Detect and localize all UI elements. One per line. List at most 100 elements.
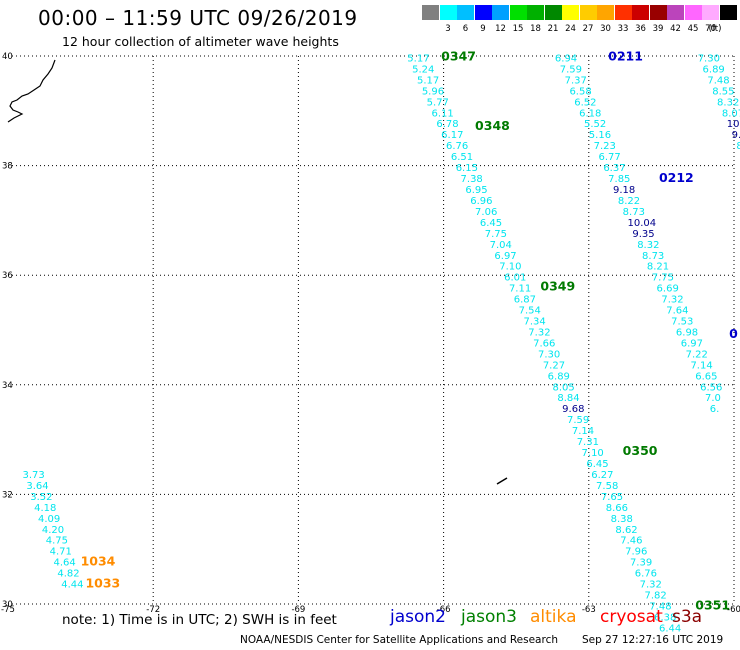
pass-time-label: 0212 xyxy=(659,170,694,185)
wave-height-value: 4.82 xyxy=(57,569,79,580)
colorbar-swatch xyxy=(562,5,579,20)
wave-height-value: 7.06 xyxy=(475,207,497,218)
wave-height-value: 6.56 xyxy=(700,382,722,393)
satellite-legend-altika: altika xyxy=(530,607,577,627)
wave-height-value: 7.10 xyxy=(499,262,521,273)
lon-tick-label: -60 xyxy=(727,605,740,615)
map-title: 00:00 – 11:59 UTC 09/26/2019 xyxy=(38,6,358,30)
lat-tick-label: 34 xyxy=(2,381,13,391)
wave-height-value: 9.35 xyxy=(632,229,654,240)
colorbar-swatch xyxy=(492,5,509,20)
pass-time-label: 0211 xyxy=(608,48,643,63)
wave-height-value: 7.22 xyxy=(686,349,708,360)
wave-height-value: 6.45 xyxy=(480,218,502,229)
wave-height-value: 7.34 xyxy=(523,317,545,328)
lat-tick-label: 38 xyxy=(2,162,13,172)
wave-height-value: 8.66 xyxy=(606,503,628,514)
wave-height-value: 7.82 xyxy=(644,591,666,602)
colorbar-label: 6 xyxy=(462,24,469,34)
satellite-legend-cryosat: cryosat xyxy=(600,607,663,627)
wave-height-value: 7.75 xyxy=(485,229,507,240)
wave-height-value: 8.73 xyxy=(623,207,645,218)
wave-height-value: 6.77 xyxy=(598,152,620,163)
wave-height-value: 6.78 xyxy=(436,119,458,130)
wave-height-value: 6.94 xyxy=(555,53,577,64)
wave-height-value: 4.64 xyxy=(53,558,75,569)
wave-height-value: 6.69 xyxy=(657,284,679,295)
wave-height-value: 5.24 xyxy=(412,64,434,75)
wave-height-value: 6.95 xyxy=(465,185,487,196)
wave-height-value: 7.59 xyxy=(560,64,582,75)
colorbar-label: 21 xyxy=(547,24,559,34)
wave-height-value: 7.11 xyxy=(509,284,531,295)
wave-height-value: 8.07 xyxy=(722,108,740,119)
colorbar-swatch xyxy=(614,5,632,20)
island-bermuda xyxy=(496,477,508,485)
pass-time-label: 0 xyxy=(729,326,738,341)
colorbar-swatch xyxy=(422,5,439,20)
pass-time-label: 0348 xyxy=(475,118,510,133)
colorbar-swatch xyxy=(719,5,737,20)
wave-height-value: 7.04 xyxy=(490,240,512,251)
wave-height-value: 6. xyxy=(710,404,720,415)
colorbar-swatch xyxy=(649,5,667,20)
wave-height-value: 4.20 xyxy=(42,525,64,536)
wave-height-value: 7.32 xyxy=(661,295,683,306)
colorbar-swatch xyxy=(439,5,457,20)
wave-height-value: 10.04 xyxy=(628,218,657,229)
colorbar-swatch xyxy=(667,5,684,20)
wave-height-value: 6.51 xyxy=(451,152,473,163)
colorbar-swatch xyxy=(509,5,527,20)
colorbar-label: 30 xyxy=(600,24,611,34)
colorbar-label: 15 xyxy=(512,24,524,34)
colorbar-label: 70 xyxy=(705,24,716,34)
wave-height-value: 8.2 xyxy=(736,141,740,152)
lat-tick-label: 30 xyxy=(2,600,13,610)
pass-time-label: 0347 xyxy=(441,48,476,63)
wave-height-value: 7.58 xyxy=(596,481,618,492)
colorbar-unit: (ft) xyxy=(708,24,722,34)
wave-height-value: 7.96 xyxy=(625,547,647,558)
wave-height-value: 7.48 xyxy=(649,601,671,612)
wave-height-value: 6.87 xyxy=(514,295,536,306)
wave-height-value: 7.39 xyxy=(630,558,652,569)
colorbar-label: 3 xyxy=(445,24,451,34)
wave-height-value: 7.14 xyxy=(572,426,594,437)
wave-height-value: 7.27 xyxy=(543,360,565,371)
pass-time-label: 0349 xyxy=(540,279,575,294)
satellite-legend-jason2: jason2 xyxy=(390,607,446,627)
wave-height-value: 6.65 xyxy=(695,371,717,382)
credit-line: NOAA/NESDIS Center for Satellite Applica… xyxy=(240,634,558,646)
wave-height-value: 6.98 xyxy=(676,327,698,338)
coastline xyxy=(7,59,56,123)
wave-height-value: 3.52 xyxy=(30,492,52,503)
wave-height-value: 7.66 xyxy=(533,338,555,349)
wave-height-value: 7.30 xyxy=(698,53,720,64)
wave-height-value: 8.38 xyxy=(611,514,633,525)
wave-height-value: 8.21 xyxy=(647,262,669,273)
colorbar-label: 39 xyxy=(652,24,664,34)
wave-height-value: 7.48 xyxy=(707,75,729,86)
wave-height-value: 8.32 xyxy=(717,97,739,108)
colorbar-swatch xyxy=(474,5,492,20)
wave-height-value: 7.38 xyxy=(461,174,483,185)
colorbar-swatch xyxy=(544,5,562,20)
wave-height-value: 7.32 xyxy=(640,580,662,591)
wave-height-value: 6.96 xyxy=(470,196,492,207)
wave-height-value: 5.17 xyxy=(407,53,429,64)
lat-tick-label: 32 xyxy=(2,490,13,500)
lat-tick-label: 40 xyxy=(2,52,13,62)
wave-height-value: 6.37 xyxy=(603,163,625,174)
lat-tick-label: 36 xyxy=(2,271,13,281)
wave-height-value: 7.53 xyxy=(671,317,693,328)
wave-height-value: 7.85 xyxy=(608,174,630,185)
colorbar-label: 9 xyxy=(480,24,486,34)
wave-height-value: 7.59 xyxy=(567,415,589,426)
satellite-legend-jason3: jason3 xyxy=(461,607,517,627)
wave-height-value: 6.97 xyxy=(494,251,516,262)
colorbar-label: 42 xyxy=(670,24,681,34)
wave-height-value: 7.0 xyxy=(705,393,721,404)
wave-height-value: 8.22 xyxy=(618,196,640,207)
generated-timestamp: Sep 27 12:27:16 UTC 2019 xyxy=(582,634,724,646)
